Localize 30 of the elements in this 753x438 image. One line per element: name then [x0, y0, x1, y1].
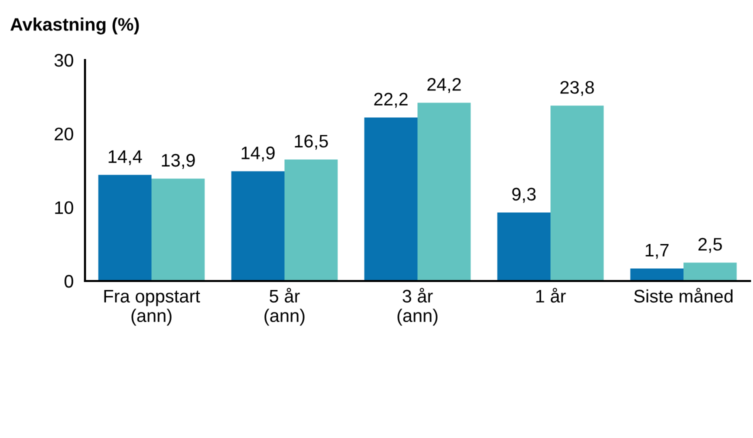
bar — [284, 159, 338, 281]
bar — [684, 262, 737, 281]
data-label: 14,4 — [108, 150, 142, 166]
data-label: 9,3 — [512, 188, 536, 203]
data-label: 13,9 — [162, 154, 195, 169]
data-label: 14,9 — [242, 146, 275, 162]
bar — [231, 171, 284, 281]
y-tick-label: 0 — [64, 274, 74, 288]
bar — [98, 174, 152, 281]
chart-title: Avkastning (%) — [10, 18, 139, 34]
y-tick-label: 30 — [54, 54, 74, 67]
y-tick-label: 10 — [55, 201, 74, 214]
x-tick-label: Fra oppstart (ann) — [104, 290, 200, 326]
x-tick-label: 3 år (ann) — [398, 288, 438, 326]
data-label: 2,5 — [698, 238, 722, 253]
bar — [497, 212, 550, 281]
data-label: 1,7 — [646, 244, 669, 259]
bar — [630, 268, 684, 281]
data-label: 22,2 — [374, 92, 408, 108]
data-label: 16,5 — [294, 134, 328, 150]
bar — [152, 178, 205, 281]
bar — [418, 102, 471, 281]
x-tick-label: 5 år (ann) — [264, 288, 304, 326]
x-tick-label: 1 år — [536, 288, 566, 303]
data-label: 23,8 — [560, 80, 594, 96]
bar — [364, 117, 418, 281]
data-label: 24,2 — [427, 78, 461, 93]
x-tick-label: Siste måned — [634, 288, 733, 303]
y-tick-label: 20 — [54, 128, 74, 140]
bar — [550, 106, 604, 281]
